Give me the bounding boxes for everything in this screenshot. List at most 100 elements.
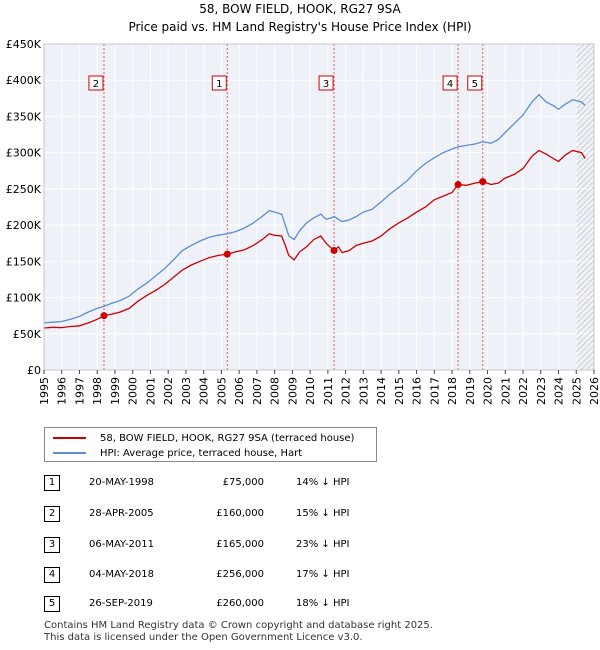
transaction-price: £75,000 [222, 477, 264, 488]
y-tick-label: £50K [13, 328, 42, 341]
x-tick-label: 2020 [482, 377, 495, 405]
sale-point [330, 246, 338, 254]
x-tick-label: 2016 [411, 377, 424, 405]
transaction-price: £165,000 [216, 539, 264, 550]
x-tick-label: 2025 [570, 377, 583, 405]
y-tick-label: £300K [6, 147, 42, 160]
x-tick-label: 2000 [127, 377, 140, 405]
x-tick-label: 2010 [304, 377, 317, 405]
x-tick-label: 2019 [464, 377, 477, 405]
transaction-hpi-diff: 23% ↓ HPI [296, 539, 350, 550]
sale-number-label: 5 [472, 79, 478, 90]
x-tick-label: 2001 [144, 377, 157, 405]
legend-swatch-property [53, 437, 86, 439]
sale-number-box [211, 75, 227, 91]
transaction-date: 28-APR-2005 [89, 508, 154, 519]
sale-number-box [318, 75, 334, 91]
transaction-number-badge: 3 [44, 537, 60, 553]
table-row: 3 06-MAY-2011 £165,000 23% ↓ HPI [44, 537, 384, 553]
x-tick-label: 2008 [269, 377, 282, 405]
x-tick-label: 2009 [286, 377, 299, 405]
y-tick-label: £200K [6, 219, 42, 232]
y-tick-label: £150K [6, 255, 42, 268]
x-tick-label: 2014 [375, 377, 388, 405]
x-tick-label: 1998 [91, 377, 104, 405]
chart-title: 58, BOW FIELD, HOOK, RG27 9SA [199, 2, 401, 16]
price-chart: 1 2 3 4 5 £0 £50K £100K £150K £200K £250K £300K £35… [6, 38, 600, 405]
y-tick-label: £100K [6, 292, 42, 305]
transaction-hpi-diff: 18% ↓ HPI [296, 598, 350, 609]
x-tick-label: 2005 [215, 377, 228, 405]
transaction-hpi-diff: 15% ↓ HPI [296, 508, 350, 519]
transaction-date: 04-MAY-2018 [89, 569, 155, 580]
footer: Contains HM Land Registry data © Crown c… [44, 620, 433, 644]
sale-number-label: 3 [323, 79, 329, 90]
plot-area [44, 44, 594, 370]
x-tick-label: 2011 [322, 377, 335, 405]
transaction-hpi-diff: 14% ↓ HPI [296, 477, 350, 488]
x-tick-label: 2021 [499, 377, 512, 405]
x-tick-label: 1995 [38, 377, 51, 405]
transaction-number-badge: 1 [44, 475, 60, 491]
x-tick-label: 2022 [517, 377, 530, 405]
transaction-date: 26-SEP-2019 [89, 598, 153, 609]
x-tick-label: 2006 [233, 377, 246, 405]
footer-license: This data is licensed under the Open Gov… [44, 632, 363, 643]
sale-point [479, 178, 487, 186]
table-row: 1 20-MAY-1998 £75,000 14% ↓ HPI [44, 475, 384, 491]
transaction-number-badge: 5 [44, 596, 60, 612]
forecast-hatched-area [576, 44, 594, 370]
table-row: 2 28-APR-2005 £160,000 15% ↓ HPI [44, 506, 384, 522]
transaction-date: 20-MAY-1998 [89, 477, 155, 488]
x-tick-label: 2024 [553, 377, 566, 405]
legend-item-property: 58, BOW FIELD, HOOK, RG27 9SA (terraced … [53, 431, 354, 445]
x-tick-label: 1999 [109, 377, 122, 405]
table-row: 4 04-MAY-2018 £256,000 17% ↓ HPI [44, 567, 384, 583]
transaction-price: £160,000 [216, 508, 264, 519]
table-row: 5 26-SEP-2019 £260,000 18% ↓ HPI [44, 596, 384, 612]
x-tick-label: 2003 [180, 377, 193, 405]
property-price-line [43, 149, 586, 329]
sale-point [100, 312, 108, 320]
legend-swatch-hpi [53, 452, 86, 454]
y-tick-label: £250K [6, 183, 42, 196]
x-tick-label: 2004 [198, 377, 211, 405]
x-tick-label: 2026 [588, 377, 600, 405]
transaction-price: £260,000 [216, 598, 264, 609]
y-tick-label: £450K [6, 38, 42, 51]
x-tick-label: 2017 [428, 377, 441, 405]
y-tick-label: £0 [27, 364, 41, 377]
legend-item-hpi: HPI: Average price, terraced house, Hart [53, 446, 302, 460]
sale-number-label: 4 [447, 79, 453, 90]
transaction-number-badge: 4 [44, 567, 60, 583]
sale-number-box [467, 75, 483, 91]
sale-number-label: 1 [216, 79, 222, 90]
x-tick-label: 2013 [357, 377, 370, 405]
legend-label-property: 58, BOW FIELD, HOOK, RG27 9SA (terraced … [100, 432, 355, 444]
plot-border [43, 43, 595, 371]
x-tick-label: 2012 [340, 377, 353, 405]
hpi-line [43, 93, 586, 324]
y-tick-label: £400K [6, 74, 42, 87]
legend: 58, BOW FIELD, HOOK, RG27 9SA (terraced … [44, 427, 377, 462]
sale-number-box [88, 75, 104, 91]
footer-copyright: Contains HM Land Registry data © Crown c… [44, 620, 433, 631]
transaction-number-badge: 2 [44, 506, 60, 522]
x-tick-label: 1996 [56, 377, 69, 405]
x-tick-label: 2023 [535, 377, 548, 405]
transaction-date: 06-MAY-2011 [89, 539, 155, 550]
sale-point [223, 250, 231, 258]
transaction-hpi-diff: 17% ↓ HPI [296, 569, 350, 580]
x-tick-label: 2015 [393, 377, 406, 405]
y-tick-label: £350K [6, 110, 42, 123]
legend-label-hpi: HPI: Average price, terraced house, Hart [100, 447, 303, 459]
x-tick-label: 1997 [73, 377, 86, 405]
sale-number-box [442, 75, 458, 91]
chart-subtitle: Price paid vs. HM Land Registry's House … [128, 20, 472, 34]
x-tick-label: 2002 [162, 377, 175, 405]
x-tick-label: 2007 [251, 377, 264, 405]
transaction-price: £256,000 [216, 569, 264, 580]
sale-number-label: 2 [93, 79, 99, 90]
sale-point [454, 181, 462, 189]
x-tick-label: 2018 [446, 377, 459, 405]
